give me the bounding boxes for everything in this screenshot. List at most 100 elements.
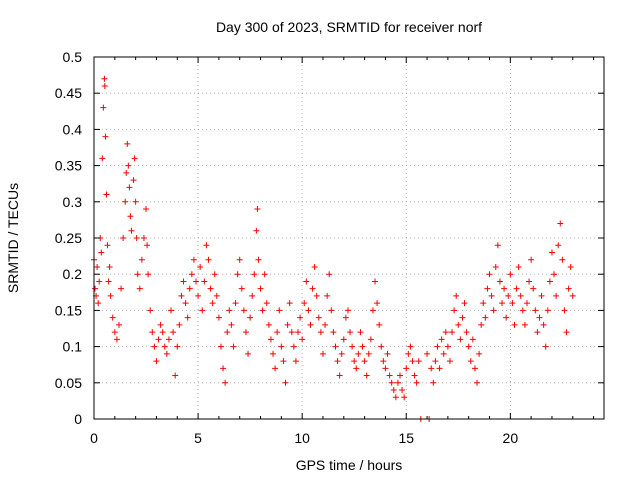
data-point [442, 329, 449, 336]
data-point [95, 300, 102, 307]
data-point [168, 307, 175, 314]
data-point [455, 321, 462, 328]
data-point [403, 365, 410, 372]
data-point [355, 350, 362, 357]
data-point [199, 307, 206, 314]
y-tick-label: 0.2 [63, 266, 83, 282]
data-point [507, 271, 514, 278]
data-point [553, 292, 560, 299]
data-point [245, 350, 252, 357]
data-point [261, 271, 268, 278]
data-point [380, 358, 387, 365]
data-point [536, 314, 543, 321]
data-point [363, 372, 370, 379]
data-point [307, 321, 314, 328]
data-point [101, 82, 108, 89]
data-point [265, 321, 272, 328]
data-point [557, 220, 564, 227]
data-point [186, 285, 193, 292]
data-point [492, 263, 499, 270]
data-point [330, 329, 337, 336]
data-point [301, 300, 308, 307]
data-point [555, 242, 562, 249]
data-point [430, 379, 437, 386]
data-point [451, 307, 458, 314]
data-point [203, 242, 210, 249]
data-point [257, 285, 264, 292]
data-point [130, 177, 137, 184]
y-tick-label: 0.5 [63, 49, 83, 65]
data-point [446, 358, 453, 365]
data-point [411, 372, 418, 379]
data-point [461, 300, 468, 307]
data-point [222, 379, 229, 386]
data-point [317, 329, 324, 336]
data-point [170, 329, 177, 336]
data-point [428, 365, 435, 372]
data-point [140, 235, 147, 241]
data-point [392, 394, 399, 401]
y-tick-label: 0.45 [55, 85, 82, 101]
data-point [546, 278, 553, 285]
x-axis-title: GPS time / hours [296, 457, 403, 473]
data-point [247, 314, 254, 321]
data-point [270, 350, 277, 357]
data-point [201, 278, 208, 285]
data-point [232, 300, 239, 307]
y-tick-label: 0.05 [55, 375, 82, 391]
data-point [436, 365, 443, 372]
data-point [297, 314, 304, 321]
data-point [340, 336, 347, 343]
data-point [240, 307, 247, 314]
data-point [236, 256, 243, 263]
data-point [424, 350, 431, 357]
data-point [193, 278, 199, 285]
data-point [509, 300, 516, 307]
data-point [434, 343, 441, 350]
data-point [104, 242, 111, 249]
data-point [565, 285, 572, 292]
data-point [367, 336, 374, 343]
data-point [94, 263, 101, 270]
data-point [361, 358, 368, 365]
data-point [115, 321, 122, 328]
data-point [251, 271, 258, 278]
data-point [190, 256, 197, 263]
data-point [438, 336, 445, 343]
data-point [569, 292, 576, 299]
data-point [234, 271, 241, 278]
data-point [131, 155, 138, 162]
data-point [159, 329, 166, 336]
data-point [382, 365, 389, 372]
data-point [322, 321, 329, 328]
data-point [315, 314, 322, 321]
data-point [157, 321, 164, 328]
data-point [409, 358, 416, 365]
data-point [122, 198, 129, 205]
data-point [526, 278, 533, 285]
data-point [305, 307, 312, 314]
data-point [174, 343, 181, 350]
y-tick-label: 0.4 [63, 121, 83, 137]
data-point [538, 292, 545, 299]
axis-ticks [93, 56, 604, 420]
data-point [249, 292, 256, 299]
x-tick-label: 0 [90, 430, 98, 446]
data-point [544, 307, 551, 314]
data-point [407, 343, 414, 350]
data-point [205, 256, 212, 263]
data-point [528, 256, 535, 263]
data-point [102, 133, 109, 140]
data-point [465, 343, 472, 350]
data-point [136, 285, 143, 292]
data-point [432, 358, 439, 365]
x-tick-label: 10 [294, 430, 310, 446]
data-point [405, 350, 412, 357]
data-point [105, 278, 112, 285]
data-point [332, 343, 339, 350]
data-point [501, 285, 508, 292]
data-point [488, 292, 495, 299]
x-tick-label: 15 [398, 430, 414, 446]
data-point [197, 263, 204, 270]
